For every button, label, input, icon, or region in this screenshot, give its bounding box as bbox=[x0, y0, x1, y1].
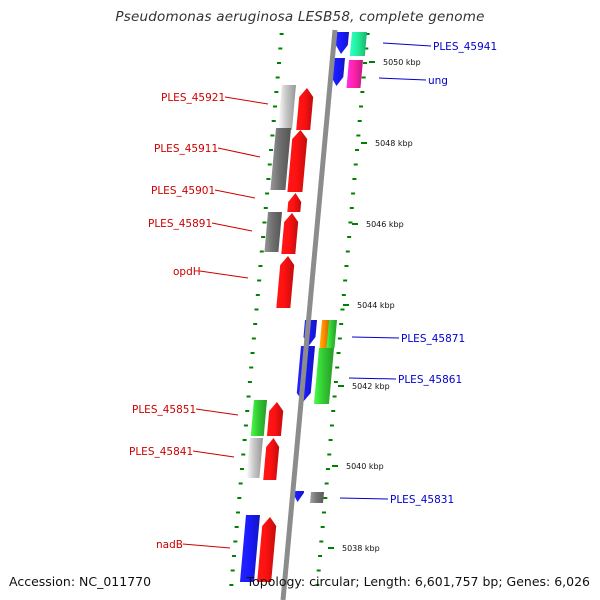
gene-arrow bbox=[277, 85, 296, 130]
scale-ticks bbox=[229, 33, 370, 586]
gene-arrow bbox=[335, 32, 349, 54]
kbp-label: 5048 kbp bbox=[375, 139, 413, 148]
label-pointer bbox=[217, 147, 261, 158]
gene-arrow bbox=[276, 256, 295, 308]
gene-arrow bbox=[349, 32, 367, 56]
label-pointer bbox=[351, 336, 400, 339]
gene-arrow bbox=[331, 58, 345, 86]
kbp-label: 5040 kbp bbox=[346, 462, 384, 471]
label-pointer bbox=[195, 408, 239, 416]
kbp-label: 5044 kbp bbox=[357, 301, 395, 310]
gene-arrow bbox=[250, 400, 267, 436]
gene-arrow bbox=[246, 438, 263, 478]
genome-info: Topology: circular; Length: 6,601,757 bp… bbox=[246, 574, 590, 589]
gene-label: nadB bbox=[156, 539, 183, 551]
gene-arrow bbox=[326, 320, 337, 348]
gene-arrow bbox=[281, 213, 299, 254]
kbp-label: 5038 kbp bbox=[342, 544, 380, 553]
gene-arrow bbox=[263, 438, 280, 480]
label-pointer bbox=[211, 222, 253, 232]
gene-arrow bbox=[257, 517, 277, 582]
gene-arrow bbox=[313, 348, 334, 404]
gene-arrow bbox=[264, 212, 282, 252]
label-pointer bbox=[214, 189, 256, 199]
gene-arrow bbox=[346, 60, 363, 88]
label-pointer bbox=[339, 497, 389, 500]
label-pointer bbox=[199, 270, 249, 279]
kbp-label: 5046 kbp bbox=[366, 220, 404, 229]
genome-backbone bbox=[280, 29, 338, 600]
gene-label: PLES_45871 bbox=[401, 333, 465, 345]
map-title: Pseudomonas aeruginosa LESB58, complete … bbox=[115, 9, 485, 25]
gene-arrow bbox=[287, 193, 302, 212]
gene-arrow bbox=[296, 88, 314, 130]
label-pointer bbox=[382, 42, 432, 47]
label-pointer bbox=[182, 543, 231, 549]
gene-label: PLES_45901 bbox=[151, 185, 215, 197]
gene-label: PLES_45911 bbox=[154, 143, 218, 155]
gene-label: PLES_45921 bbox=[161, 92, 225, 104]
gene-arrow bbox=[292, 491, 304, 502]
kbp-label: 5050 kbp bbox=[383, 58, 421, 67]
gene-arrow bbox=[239, 515, 260, 582]
gene-arrow bbox=[270, 128, 291, 190]
label-pointer bbox=[378, 77, 427, 81]
label-pointers bbox=[182, 42, 432, 549]
gene-label: PLES_45941 bbox=[433, 41, 497, 53]
label-pointer bbox=[224, 96, 269, 105]
gene-arrow bbox=[287, 130, 308, 192]
kbp-labels: 5050 kbp 5048 kbp 5046 kbp 5044 kbp 5042 kbp… bbox=[328, 58, 421, 553]
gene-label: PLES_45891 bbox=[148, 218, 212, 230]
gene-arrow bbox=[310, 492, 324, 503]
gene-labels: PLES_45921 PLES_45911 PLES_45901 PLES_45891… bbox=[129, 41, 497, 551]
accession-label: Accession: NC_011770 bbox=[9, 574, 152, 589]
label-pointer bbox=[348, 377, 397, 380]
gene-label: ung bbox=[428, 75, 448, 87]
gene-arrow bbox=[266, 402, 284, 436]
gene-label: PLES_45851 bbox=[132, 404, 196, 416]
kbp-label: 5042 kbp bbox=[352, 382, 390, 391]
gene-label: PLES_45861 bbox=[398, 374, 462, 386]
gene-features bbox=[239, 32, 367, 582]
gene-label: opdH bbox=[173, 266, 201, 278]
label-pointer bbox=[192, 450, 235, 458]
gene-label: PLES_45831 bbox=[390, 494, 454, 506]
gene-label: PLES_45841 bbox=[129, 446, 193, 458]
